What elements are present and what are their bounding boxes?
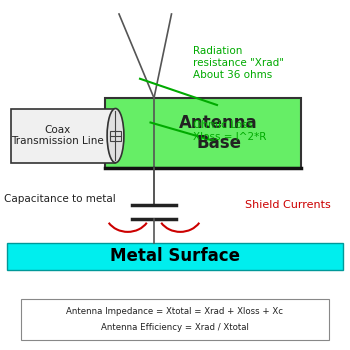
- Ellipse shape: [107, 108, 124, 163]
- Text: Ohmic Loss
Xloss = I^2*R: Ohmic Loss Xloss = I^2*R: [193, 120, 266, 142]
- Text: Antenna
Base: Antenna Base: [179, 114, 258, 152]
- Text: Capacitance to metal: Capacitance to metal: [4, 195, 115, 204]
- Bar: [111, 131, 120, 141]
- Bar: [10, 108, 116, 163]
- Text: Metal Surface: Metal Surface: [110, 247, 240, 265]
- Bar: [21, 299, 329, 340]
- Text: Coax
Transmission Line: Coax Transmission Line: [11, 125, 104, 146]
- Bar: [7, 243, 343, 270]
- Text: Antenna Efficiency = Xrad / Xtotal: Antenna Efficiency = Xrad / Xtotal: [101, 323, 249, 331]
- Text: Radiation
resistance "Xrad"
About 36 ohms: Radiation resistance "Xrad" About 36 ohm…: [193, 47, 284, 79]
- Text: Antenna Impedance = Xtotal = Xrad + Xloss + Xc: Antenna Impedance = Xtotal = Xrad + Xlos…: [66, 307, 284, 316]
- Bar: [105, 98, 301, 168]
- Text: Shield Currents: Shield Currents: [245, 200, 331, 210]
